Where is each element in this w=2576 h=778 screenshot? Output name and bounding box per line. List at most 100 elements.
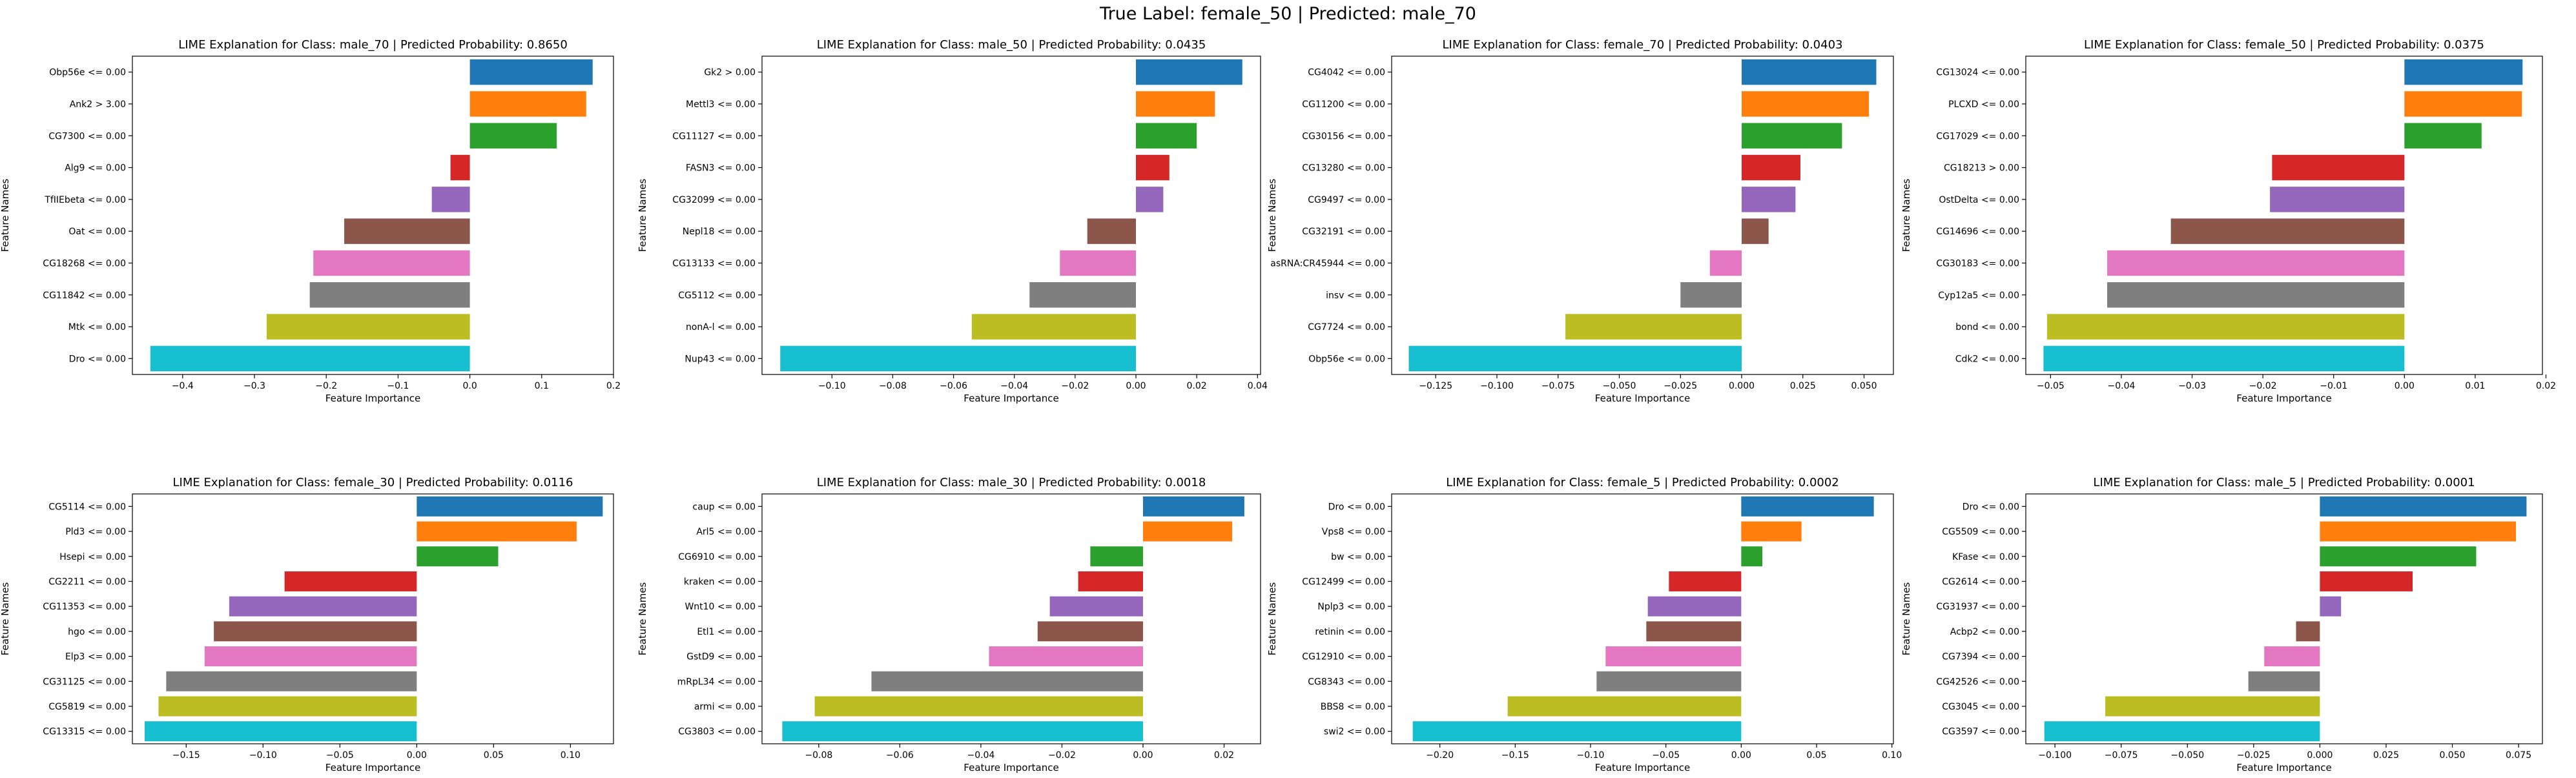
x-tick-label: 0.01 [2465, 381, 2485, 391]
x-tick-label: −0.06 [886, 750, 914, 761]
y-tick-label: CG13315 <= 0.00 [43, 727, 126, 737]
bar [971, 314, 1136, 340]
chart-panel-6: LIME Explanation for Class: male_30 | Pr… [637, 476, 1261, 773]
y-tick-label: bond <= 0.00 [1955, 322, 2019, 333]
y-tick-label: CG3597 <= 0.00 [1942, 727, 2019, 737]
chart-title: LIME Explanation for Class: male_70 | Pr… [178, 38, 568, 52]
y-tick-label: CG7300 <= 0.00 [48, 131, 126, 141]
bar [2044, 721, 2320, 742]
y-tick-label: CG9497 <= 0.00 [1308, 195, 1385, 205]
x-tick-label: −0.02 [1061, 381, 1089, 391]
x-axis-label: Feature Importance [1595, 393, 1690, 404]
y-axis-label: Feature Names [637, 582, 648, 656]
x-tick-label: 0.05 [1806, 750, 1826, 761]
bar [2320, 546, 2477, 567]
y-tick-label: Dro <= 0.00 [1963, 502, 2019, 512]
axes-frame [2025, 56, 2543, 375]
x-axis-label: Feature Importance [1595, 762, 1690, 773]
x-tick-label: −0.20 [1426, 750, 1454, 761]
y-tick-label: Vps8 <= 0.00 [1322, 527, 1385, 537]
x-tick-label: −0.100 [1480, 381, 1514, 391]
bar [814, 696, 1143, 717]
x-axis-label: Feature Importance [325, 393, 420, 404]
y-tick-label: CG32099 <= 0.00 [672, 195, 756, 205]
bar [1742, 59, 1877, 85]
y-tick-label: Mettl3 <= 0.00 [686, 99, 756, 110]
y-tick-label: Cyp12a5 <= 0.00 [1938, 291, 2019, 301]
bar [150, 345, 470, 372]
bar [2320, 571, 2413, 591]
y-axis-label: Feature Names [0, 179, 11, 252]
bar [1709, 250, 1742, 276]
y-tick-label: CG31937 <= 0.00 [1936, 602, 2019, 612]
x-tick-label: −0.10 [1577, 750, 1605, 761]
chart-panel-8: LIME Explanation for Class: male_5 | Pre… [1901, 476, 2543, 773]
y-tick-label: retinin <= 0.00 [1315, 627, 1385, 637]
bar [1742, 123, 1842, 148]
bar [2170, 218, 2405, 244]
y-tick-label: nonA-l <= 0.00 [686, 322, 756, 333]
y-tick-label: CG13280 <= 0.00 [1302, 163, 1385, 174]
bar [871, 671, 1143, 691]
x-tick-label: −0.050 [1603, 381, 1636, 391]
y-tick-label: armi <= 0.00 [694, 702, 756, 712]
y-tick-label: KFase <= 0.00 [1952, 552, 2019, 562]
y-tick-label: CG8343 <= 0.00 [1308, 677, 1385, 687]
x-tick-label: −0.05 [2037, 381, 2065, 391]
bar [1136, 123, 1197, 148]
bar [2043, 345, 2405, 372]
y-tick-label: CG11127 <= 0.00 [672, 131, 756, 141]
x-tick-label: −0.02 [1048, 750, 1076, 761]
x-tick-label: −0.1 [387, 381, 409, 391]
x-tick-label: −0.03 [2178, 381, 2206, 391]
bar [1596, 671, 1742, 691]
bar [1565, 314, 1742, 340]
bar [1037, 621, 1143, 642]
chart-title: LIME Explanation for Class: male_30 | Pr… [817, 476, 1206, 489]
bar [1136, 187, 1164, 212]
y-tick-label: CG5819 <= 0.00 [48, 702, 126, 712]
y-tick-label: hgo <= 0.00 [68, 627, 126, 637]
bar [1742, 154, 1800, 181]
x-axis-label: Feature Importance [325, 762, 420, 773]
y-tick-label: swi2 <= 0.00 [1324, 727, 1385, 737]
y-tick-label: Gk2 > 0.00 [704, 68, 756, 78]
y-tick-label: CG11353 <= 0.00 [43, 602, 126, 612]
y-tick-label: OstDelta <= 0.00 [1939, 195, 2019, 205]
x-tick-label: −0.05 [326, 750, 354, 761]
x-axis-label: Feature Importance [2236, 393, 2331, 404]
bar [469, 91, 586, 117]
x-tick-label: −0.08 [805, 750, 832, 761]
x-tick-label: 0.02 [1187, 381, 1207, 391]
bar [1136, 91, 1215, 117]
y-axis-label: Feature Names [1901, 179, 1912, 252]
figure-title: True Label: female_50 | Predicted: male_… [1100, 4, 1476, 24]
bar [266, 314, 470, 340]
bar [450, 154, 470, 181]
x-tick-label: 0.00 [2395, 381, 2415, 391]
bar [431, 187, 470, 212]
x-axis-label: Feature Importance [2236, 762, 2331, 773]
y-tick-label: asRNA:CR45944 <= 0.00 [1270, 258, 1385, 269]
y-tick-label: bw <= 0.00 [1331, 552, 1385, 562]
y-tick-label: CG12499 <= 0.00 [1302, 577, 1385, 587]
bar [2320, 496, 2527, 517]
x-tick-label: −0.075 [1541, 381, 1575, 391]
y-tick-label: PLCXD <= 0.00 [1948, 99, 2019, 110]
y-tick-label: CG2614 <= 0.00 [1942, 577, 2019, 587]
bar [1507, 696, 1742, 717]
bar [2272, 154, 2405, 181]
y-tick-label: CG17029 <= 0.00 [1936, 131, 2019, 141]
y-tick-label: mRpL34 <= 0.00 [677, 677, 756, 687]
x-tick-label: −0.05 [1652, 750, 1680, 761]
bar [214, 621, 417, 642]
y-tick-label: CG2211 <= 0.00 [48, 577, 126, 587]
bar [2270, 187, 2405, 212]
x-tick-label: −0.06 [940, 381, 967, 391]
y-tick-label: CG32191 <= 0.00 [1302, 227, 1385, 237]
chart-panel-5: LIME Explanation for Class: female_30 | … [0, 476, 614, 773]
bar [1090, 546, 1143, 567]
y-tick-label: Oat <= 0.00 [68, 227, 126, 237]
y-tick-label: CG13133 <= 0.00 [672, 258, 756, 269]
bar [2264, 646, 2320, 667]
